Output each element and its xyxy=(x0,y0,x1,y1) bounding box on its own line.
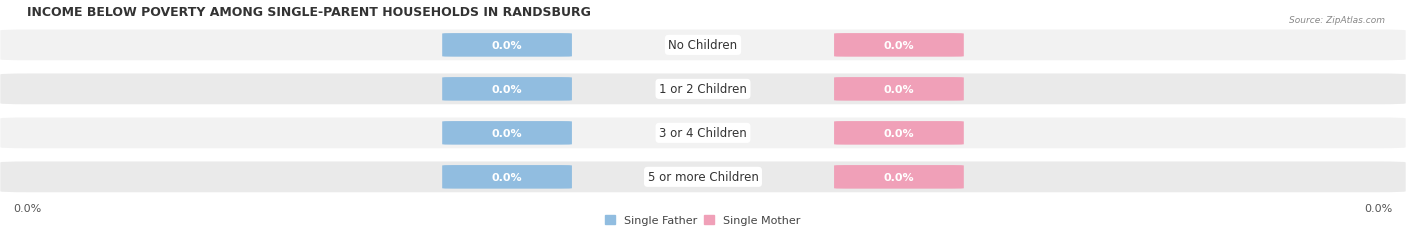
FancyBboxPatch shape xyxy=(834,78,963,101)
Text: 0.0%: 0.0% xyxy=(492,128,523,138)
FancyBboxPatch shape xyxy=(0,162,1406,192)
FancyBboxPatch shape xyxy=(0,118,1406,149)
Text: Source: ZipAtlas.com: Source: ZipAtlas.com xyxy=(1289,16,1385,25)
Text: 1 or 2 Children: 1 or 2 Children xyxy=(659,83,747,96)
FancyBboxPatch shape xyxy=(834,34,963,58)
FancyBboxPatch shape xyxy=(443,78,572,101)
Text: 0.0%: 0.0% xyxy=(883,41,914,51)
Text: 0.0%: 0.0% xyxy=(492,172,523,182)
Text: 0.0%: 0.0% xyxy=(883,85,914,94)
Text: 5 or more Children: 5 or more Children xyxy=(648,171,758,184)
FancyBboxPatch shape xyxy=(834,165,963,189)
FancyBboxPatch shape xyxy=(443,34,572,58)
FancyBboxPatch shape xyxy=(443,122,572,145)
FancyBboxPatch shape xyxy=(443,165,572,189)
Text: 3 or 4 Children: 3 or 4 Children xyxy=(659,127,747,140)
FancyBboxPatch shape xyxy=(0,74,1406,105)
Text: 0.0%: 0.0% xyxy=(883,128,914,138)
Text: 0.0%: 0.0% xyxy=(883,172,914,182)
Legend: Single Father, Single Mother: Single Father, Single Mother xyxy=(606,215,800,225)
FancyBboxPatch shape xyxy=(0,30,1406,61)
Text: 0.0%: 0.0% xyxy=(492,85,523,94)
Text: No Children: No Children xyxy=(668,39,738,52)
FancyBboxPatch shape xyxy=(834,122,963,145)
Text: INCOME BELOW POVERTY AMONG SINGLE-PARENT HOUSEHOLDS IN RANDSBURG: INCOME BELOW POVERTY AMONG SINGLE-PARENT… xyxy=(27,6,592,18)
Text: 0.0%: 0.0% xyxy=(492,41,523,51)
